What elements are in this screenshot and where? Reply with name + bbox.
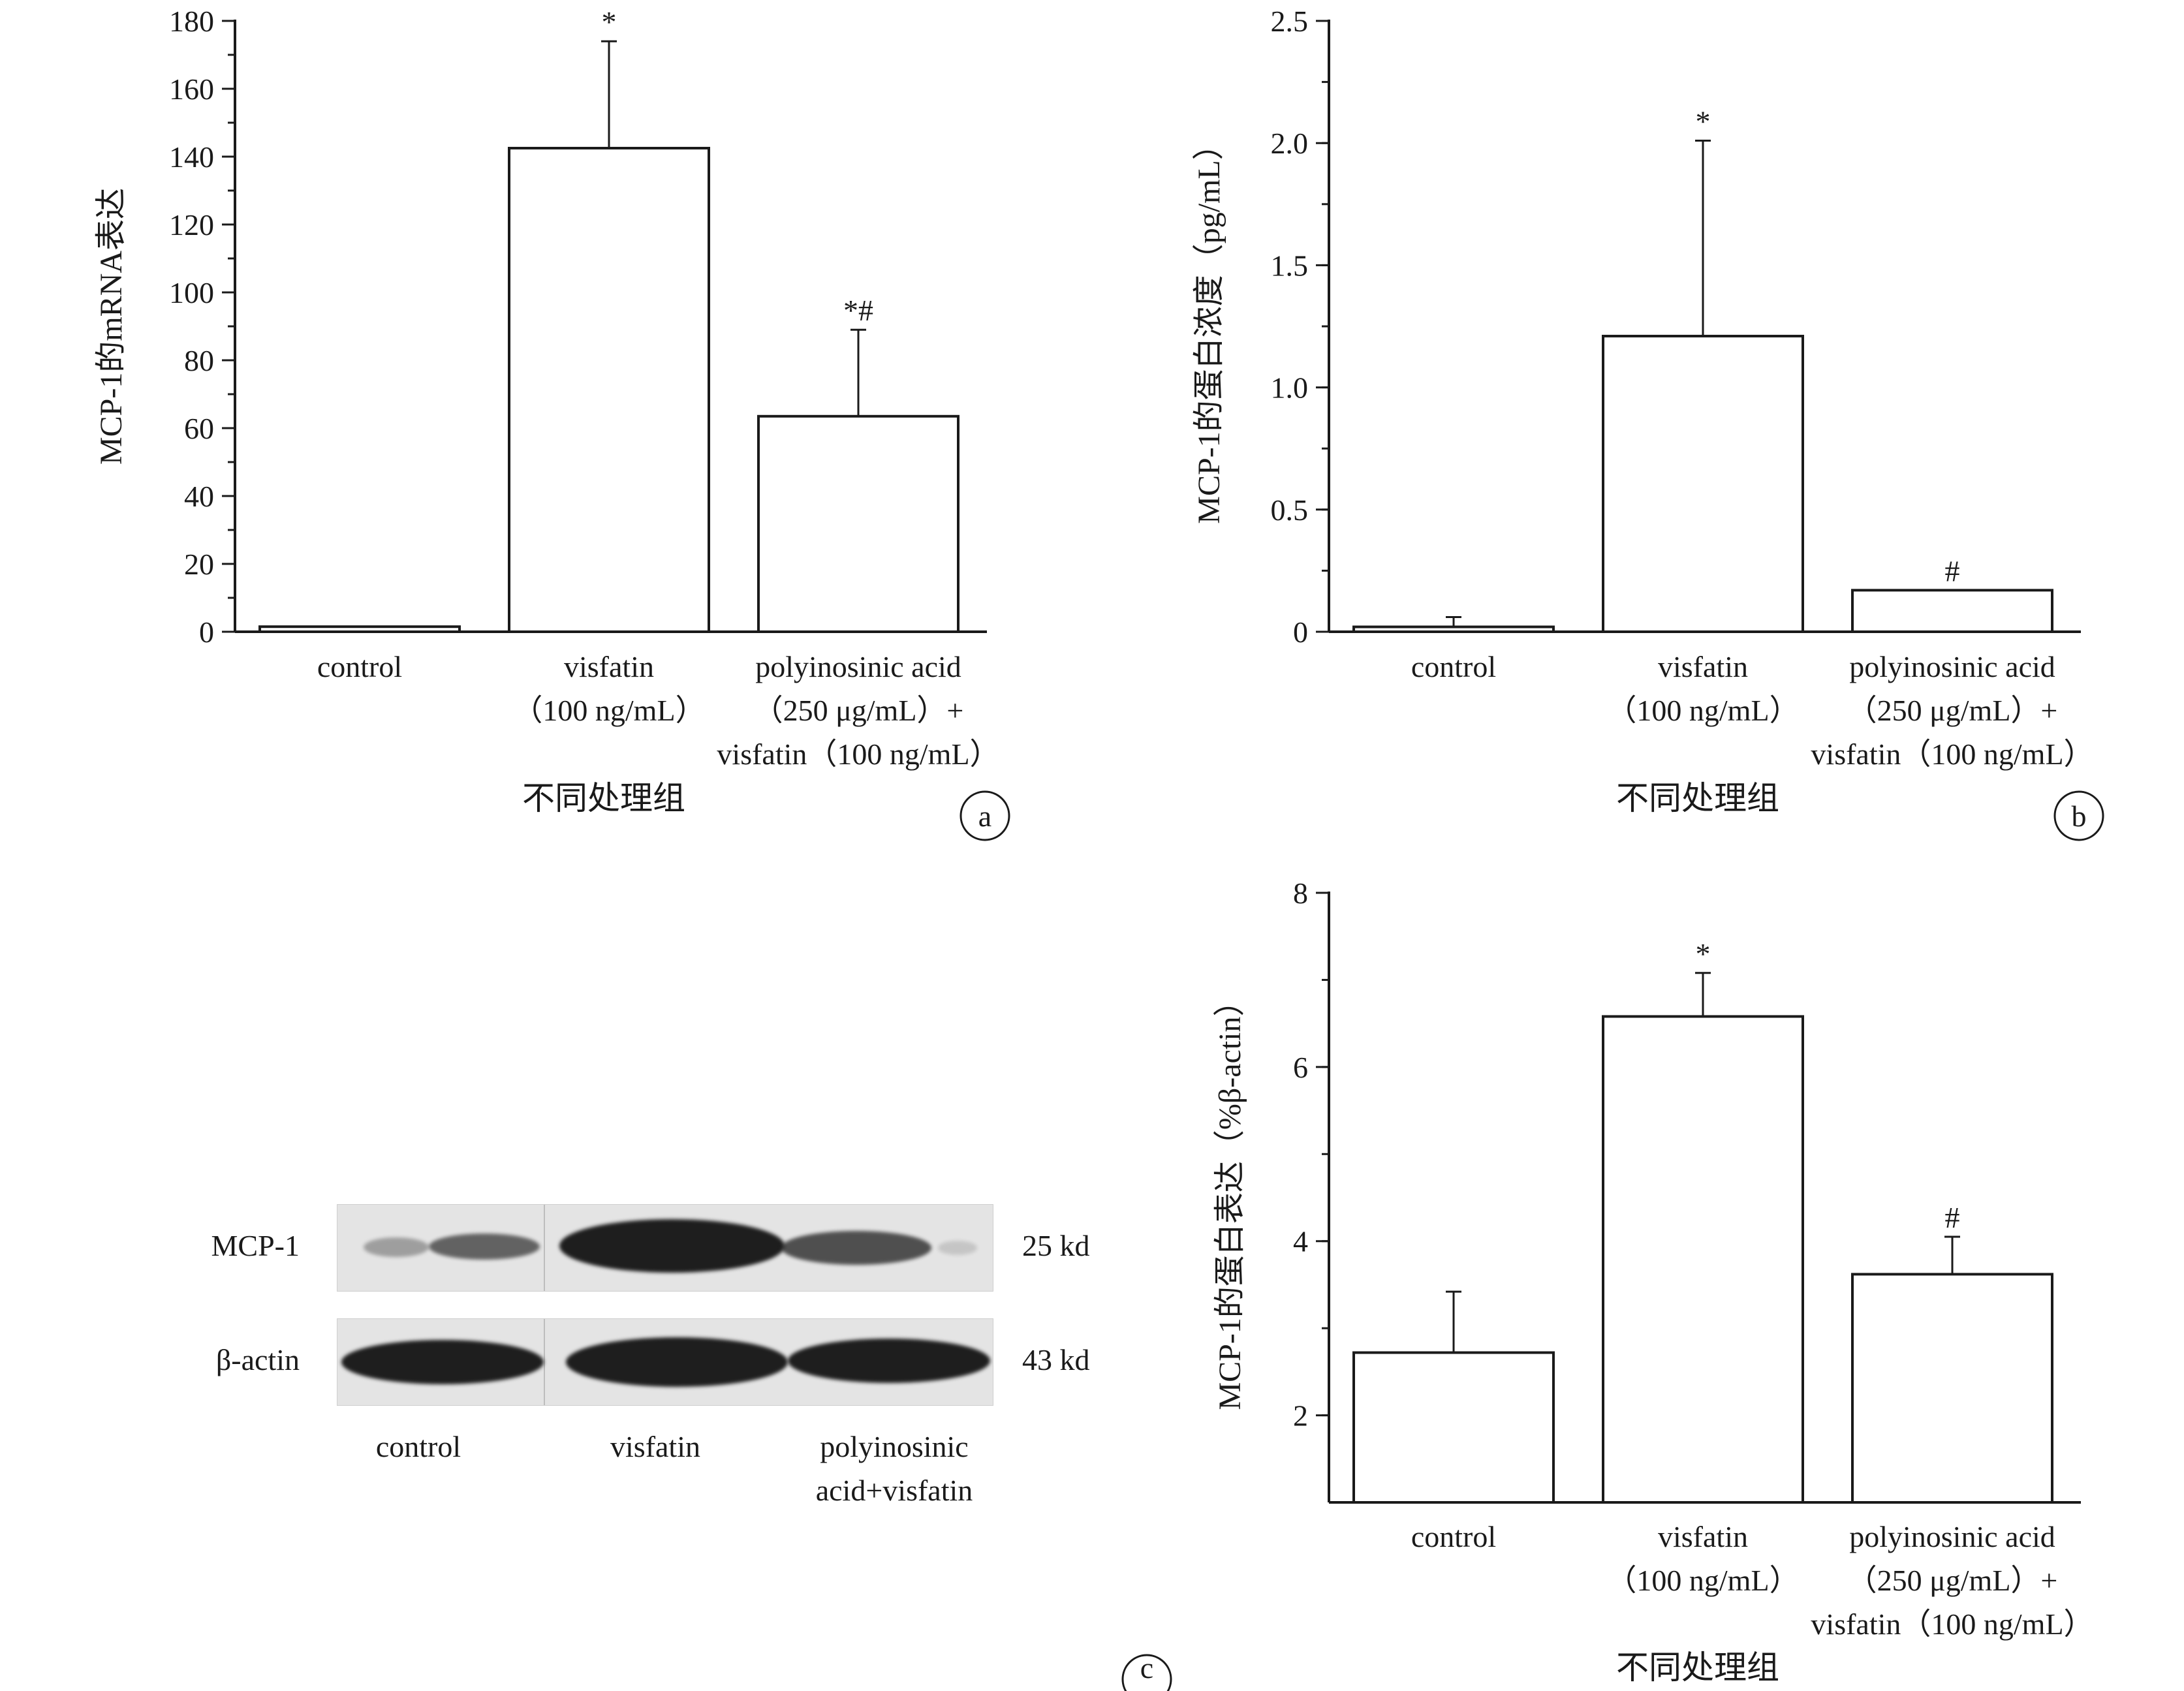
x-category-label: （100 ng/mL）	[1606, 694, 1799, 727]
panel-letter-c: c	[1121, 1651, 1172, 1691]
y-tick-label: 2.0	[1271, 127, 1309, 160]
bar	[1851, 1273, 2053, 1504]
significance-mark: #	[1945, 1201, 1960, 1234]
blot-size-beta-actin: 43 kd	[1022, 1343, 1090, 1376]
y-axis-title: MCP-1的mRNA表达	[94, 188, 129, 465]
panel-c-chart: 2 4 6 8 MCP-1的蛋白表达（%β-actin） control * visfatin…	[1213, 877, 2094, 1686]
x-category-label: polyinosinic acid	[1849, 1520, 2055, 1553]
y-tick-label: 6	[1293, 1051, 1308, 1084]
blot-strip-beta-actin	[337, 1318, 993, 1406]
y-tick-label: 0	[199, 615, 214, 649]
blot-row-label-beta-actin: β-actin	[215, 1343, 300, 1376]
x-category-label: control	[1411, 1520, 1496, 1553]
x-category-label: （100 ng/mL）	[512, 694, 705, 727]
blot-lane-label-polyinosinic-line2: acid+visfatin	[815, 1474, 973, 1507]
y-axis-title: MCP-1的蛋白表达（%β-actin）	[1213, 985, 1247, 1410]
y-tick-label: 60	[184, 412, 214, 445]
x-category-label: （250 μg/mL）+	[753, 694, 964, 727]
significance-mark: *	[602, 5, 617, 39]
blot-band	[566, 1337, 788, 1387]
svg-text:c: c	[1140, 1651, 1153, 1684]
y-tick-label: 20	[184, 548, 214, 581]
panel-a-chart: 0 20 40 60 80 100 120 140 160 180 MCP-1的mRNA表达 cont…	[94, 5, 1000, 816]
blot-row-label-mcp1: MCP-1	[211, 1229, 300, 1262]
y-tick-label: 140	[169, 140, 214, 174]
x-category-label: （250 μg/mL）+	[1847, 1564, 2058, 1597]
blot-band	[341, 1340, 544, 1384]
x-category-label: visfatin	[1658, 1520, 1748, 1553]
y-tick-label: 180	[169, 5, 214, 38]
x-category-label: （250 μg/mL）+	[1847, 694, 2058, 727]
bar	[1602, 1015, 1804, 1504]
blot-band	[781, 1231, 931, 1265]
blot-band	[364, 1237, 429, 1257]
y-tick-label: 80	[184, 344, 214, 377]
x-category-label: polyinosinic acid	[755, 650, 961, 683]
x-category-label: （100 ng/mL）	[1606, 1564, 1799, 1597]
x-category-label: visfatin	[1658, 650, 1748, 683]
svg-text:a: a	[978, 799, 991, 833]
bar	[1352, 625, 1555, 634]
x-category-label: control	[317, 650, 402, 683]
y-tick-label: 0.5	[1271, 493, 1309, 527]
blot-strip-mcp1	[337, 1204, 993, 1292]
y-tick-label: 0	[1293, 615, 1308, 649]
blot-band	[429, 1233, 540, 1260]
x-category-label: polyinosinic acid	[1849, 650, 2055, 683]
panel-letter-a: a	[959, 790, 1010, 841]
y-tick-label: 1.0	[1271, 371, 1309, 405]
y-tick-label: 2.5	[1271, 5, 1309, 38]
y-tick-label: 120	[169, 208, 214, 241]
y-tick-label: 1.5	[1271, 249, 1309, 282]
y-tick-label: 4	[1293, 1225, 1308, 1258]
x-axis-title: 不同处理组	[1616, 1649, 1779, 1686]
y-tick-label: 160	[169, 72, 214, 106]
x-axis-title: 不同处理组	[522, 780, 685, 816]
blot-lane-label-visfatin: visfatin	[610, 1430, 700, 1463]
panel-b-chart: 0 0.5 1.0 1.5 2.0 2.5 MCP-1的蛋白浓度（pg/mL） control…	[1192, 5, 2094, 816]
blot-lane-label-polyinosinic: polyinosinic	[820, 1430, 969, 1463]
y-tick-label: 8	[1293, 877, 1308, 910]
y-tick-label: 100	[169, 276, 214, 309]
x-category-label: visfatin	[564, 650, 654, 683]
significance-mark: #	[1945, 554, 1960, 587]
y-axis-title: MCP-1的蛋白浓度（pg/mL）	[1192, 129, 1226, 523]
significance-mark: *	[1696, 104, 1711, 138]
blot-band	[559, 1219, 785, 1273]
blot-band	[938, 1241, 977, 1255]
blot-band	[788, 1339, 990, 1383]
significance-mark: *#	[843, 294, 873, 327]
bar	[757, 414, 959, 633]
bar	[258, 625, 461, 634]
x-category-label: control	[1411, 650, 1496, 683]
svg-text:b: b	[2072, 799, 2087, 833]
x-category-label: visfatin（100 ng/mL）	[1811, 1607, 2093, 1641]
bar	[1352, 1351, 1555, 1504]
x-axis-title: 不同处理组	[1616, 780, 1779, 816]
y-tick-label: 2	[1293, 1399, 1308, 1433]
bar	[508, 147, 710, 633]
x-category-label: visfatin（100 ng/mL）	[717, 737, 999, 771]
blot-lane-label-control: control	[375, 1430, 461, 1463]
bar	[1851, 589, 2053, 633]
x-category-label: visfatin（100 ng/mL）	[1811, 737, 2093, 771]
significance-mark: *	[1696, 937, 1711, 970]
panel-letter-b: b	[2053, 790, 2104, 841]
blot-size-mcp1: 25 kd	[1022, 1229, 1090, 1262]
y-tick-label: 40	[184, 480, 214, 513]
bar	[1602, 334, 1804, 633]
